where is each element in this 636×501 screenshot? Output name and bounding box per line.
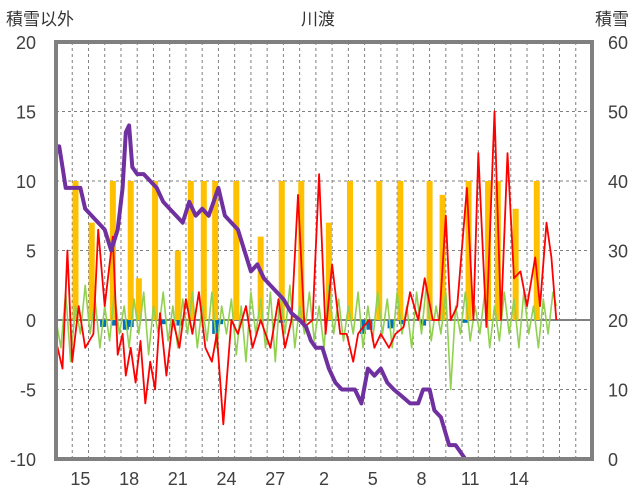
right-tick-label: 60: [608, 33, 628, 53]
right-tick-label: 10: [608, 381, 628, 401]
x-tick-label: 14: [509, 469, 529, 489]
sunshine-bar: [135, 278, 142, 320]
x-tick-label: 2: [319, 469, 329, 489]
sunshine-bar: [200, 181, 207, 320]
right-tick-label: 20: [608, 311, 628, 331]
right-tick-label: 0: [608, 450, 618, 470]
x-tick-label: 18: [119, 469, 139, 489]
sunshine-bar: [152, 181, 159, 320]
right-tick-label: 40: [608, 172, 628, 192]
sunshine-bar: [533, 181, 540, 320]
precipitation-bar: [127, 320, 134, 327]
chart-title: 川渡: [301, 10, 335, 30]
precipitation-bar: [176, 320, 183, 326]
sunshine-bar: [376, 181, 383, 320]
left-tick-label: 0: [26, 311, 36, 331]
temperature-line: [55, 110, 558, 426]
gridlines: [56, 42, 592, 459]
sunshine-bar: [174, 250, 181, 320]
x-tick-label: 21: [168, 469, 188, 489]
left-tick-label: -10: [10, 450, 36, 470]
left-tick-label: -5: [20, 381, 36, 401]
right-axis-label: 積雪: [595, 10, 629, 30]
precipitation-bar: [398, 320, 405, 325]
x-tick-label: 11: [461, 469, 480, 489]
sunshine-bar: [485, 181, 492, 320]
right-tick-label: 50: [608, 103, 628, 123]
left-tick-label: 5: [26, 242, 36, 262]
precipitation-bar: [160, 320, 167, 325]
precipitation-bar: [462, 320, 469, 323]
precipitation-bar: [111, 320, 118, 326]
x-tick-label: 15: [70, 469, 90, 489]
sunshine-bar: [346, 181, 353, 320]
sunshine-bar: [187, 181, 194, 320]
sunshine-bar: [127, 181, 134, 320]
sunshine-bar: [72, 181, 79, 320]
sunshine-bar: [397, 181, 404, 320]
snow-depth-line: [54, 123, 592, 461]
line-series: [54, 110, 592, 461]
left-axis-label: 積雪以外: [6, 10, 74, 30]
sunshine-bar: [494, 181, 501, 320]
sunshine-bar: [257, 236, 264, 320]
sunshine-bar: [512, 208, 519, 320]
x-tick-label: 8: [416, 469, 426, 489]
sunshine-bar: [325, 222, 332, 320]
right-tick-label: 30: [608, 242, 628, 262]
x-tick-label: 5: [368, 469, 378, 489]
sunshine-bar: [88, 222, 95, 320]
x-tick-label: 24: [217, 469, 237, 489]
sunshine-bar: [233, 181, 240, 320]
left-tick-label: 20: [16, 33, 36, 53]
sunshine-bar: [465, 181, 472, 320]
sunshine-bar: [278, 181, 285, 320]
plot-frame: [54, 40, 594, 461]
left-tick-label: 15: [16, 103, 36, 123]
sunshine-bar: [212, 181, 219, 320]
sunshine-bar: [426, 181, 433, 320]
left-tick-label: 10: [16, 172, 36, 192]
x-tick-label: 27: [265, 469, 285, 489]
